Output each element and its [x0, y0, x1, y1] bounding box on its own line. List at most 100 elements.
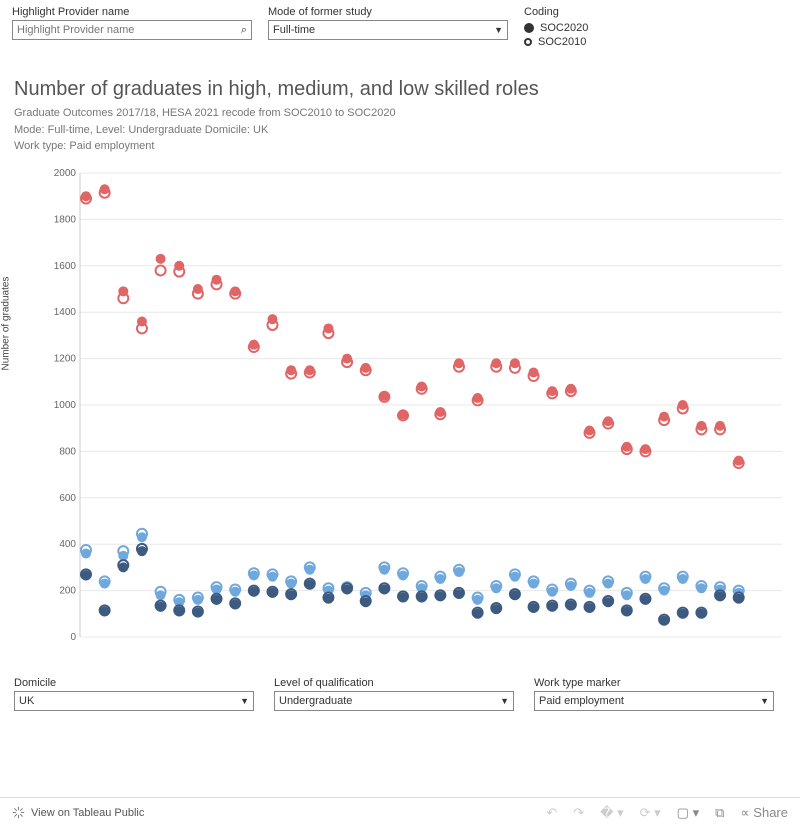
data-point[interactable]	[473, 393, 483, 403]
data-point[interactable]	[361, 362, 371, 372]
data-point[interactable]	[529, 603, 539, 613]
data-point[interactable]	[696, 583, 706, 593]
data-point[interactable]	[81, 548, 91, 558]
data-point[interactable]	[249, 586, 259, 596]
data-point[interactable]	[118, 562, 128, 572]
data-point[interactable]	[100, 606, 110, 616]
data-point[interactable]	[473, 594, 483, 604]
data-point[interactable]	[435, 406, 445, 416]
data-point[interactable]	[81, 570, 91, 580]
data-point[interactable]	[585, 603, 595, 613]
undo-icon[interactable]: ↶	[546, 805, 557, 821]
data-point[interactable]	[323, 323, 333, 333]
data-point[interactable]	[398, 592, 408, 602]
data-point[interactable]	[379, 390, 389, 400]
data-point[interactable]	[435, 591, 445, 601]
revert-icon[interactable]: � ▾	[600, 805, 623, 821]
data-point[interactable]	[659, 585, 669, 595]
data-point[interactable]	[603, 578, 613, 588]
data-point[interactable]	[156, 253, 166, 263]
data-point[interactable]	[510, 358, 520, 368]
download-icon[interactable]: ⧉	[715, 805, 724, 821]
data-point[interactable]	[547, 601, 557, 611]
data-point[interactable]	[193, 594, 203, 604]
data-point[interactable]	[696, 420, 706, 430]
data-point[interactable]	[156, 590, 166, 600]
data-point[interactable]	[398, 570, 408, 580]
data-point[interactable]	[491, 604, 501, 614]
data-point[interactable]	[100, 184, 110, 194]
data-point[interactable]	[547, 586, 557, 596]
data-point[interactable]	[547, 386, 557, 396]
data-point[interactable]	[640, 444, 650, 454]
data-point[interactable]	[342, 353, 352, 363]
data-point[interactable]	[585, 425, 595, 435]
data-point[interactable]	[417, 592, 427, 602]
domicile-dropdown[interactable]: UK ▼	[14, 691, 254, 711]
level-dropdown[interactable]: Undergraduate ▼	[274, 691, 514, 711]
data-point[interactable]	[622, 590, 632, 600]
view-on-tableau-link[interactable]: View on Tableau Public	[31, 807, 144, 819]
data-point[interactable]	[212, 594, 222, 604]
data-point[interactable]	[398, 409, 408, 419]
data-point[interactable]	[473, 608, 483, 618]
data-point[interactable]	[454, 358, 464, 368]
data-point[interactable]	[156, 265, 166, 275]
data-point[interactable]	[379, 584, 389, 594]
data-point[interactable]	[715, 420, 725, 430]
data-point[interactable]	[118, 286, 128, 296]
data-point[interactable]	[510, 590, 520, 600]
data-point[interactable]	[696, 608, 706, 618]
data-point[interactable]	[379, 564, 389, 574]
data-point[interactable]	[603, 416, 613, 426]
data-point[interactable]	[678, 574, 688, 584]
data-point[interactable]	[137, 316, 147, 326]
data-point[interactable]	[603, 597, 613, 607]
data-point[interactable]	[342, 584, 352, 594]
data-point[interactable]	[267, 314, 277, 324]
refresh-icon[interactable]: ⟳ ▾	[640, 805, 661, 821]
data-point[interactable]	[491, 358, 501, 368]
search-icon[interactable]: ⌕	[241, 24, 247, 37]
data-point[interactable]	[640, 574, 650, 584]
data-point[interactable]	[267, 571, 277, 581]
data-point[interactable]	[435, 574, 445, 584]
data-point[interactable]	[193, 284, 203, 294]
data-point[interactable]	[529, 367, 539, 377]
data-point[interactable]	[678, 400, 688, 410]
data-point[interactable]	[417, 381, 427, 391]
data-point[interactable]	[734, 455, 744, 465]
data-point[interactable]	[305, 579, 315, 589]
data-point[interactable]	[323, 593, 333, 603]
data-point[interactable]	[137, 546, 147, 556]
data-point[interactable]	[585, 587, 595, 597]
data-point[interactable]	[305, 365, 315, 375]
worktype-dropdown[interactable]: Paid employment ▼	[534, 691, 774, 711]
data-point[interactable]	[566, 600, 576, 610]
data-point[interactable]	[659, 411, 669, 421]
data-point[interactable]	[510, 571, 520, 581]
data-point[interactable]	[566, 580, 576, 590]
data-point[interactable]	[230, 286, 240, 296]
data-point[interactable]	[174, 606, 184, 616]
presentation-icon[interactable]: ▢ ▾	[677, 805, 699, 821]
data-point[interactable]	[212, 274, 222, 284]
data-point[interactable]	[454, 567, 464, 577]
data-point[interactable]	[622, 606, 632, 616]
legend-item-soc2020[interactable]: SOC2020	[524, 22, 588, 34]
data-point[interactable]	[454, 589, 464, 599]
data-point[interactable]	[529, 578, 539, 588]
mode-dropdown[interactable]: Full-time ▼	[268, 20, 508, 40]
data-point[interactable]	[715, 591, 725, 601]
data-point[interactable]	[249, 339, 259, 349]
data-point[interactable]	[361, 597, 371, 607]
data-point[interactable]	[622, 441, 632, 451]
data-point[interactable]	[640, 594, 650, 604]
share-button[interactable]: ∝ Share	[740, 805, 788, 821]
data-point[interactable]	[267, 587, 277, 597]
highlight-search-box[interactable]: ⌕	[12, 20, 252, 40]
data-point[interactable]	[81, 191, 91, 201]
data-point[interactable]	[156, 601, 166, 611]
data-point[interactable]	[734, 593, 744, 603]
data-point[interactable]	[305, 564, 315, 574]
